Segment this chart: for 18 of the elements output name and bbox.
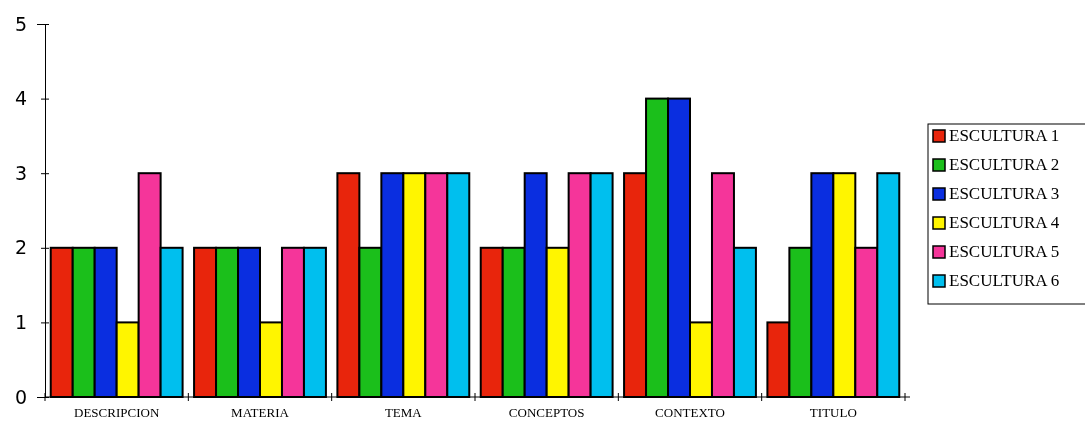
y-tick-label: 4: [14, 87, 27, 110]
x-tick-label: TITULO: [809, 404, 857, 420]
legend-label: ESCULTURA 3: [949, 184, 1060, 203]
x-tick-label: TEMA: [384, 404, 423, 420]
legend-label: ESCULTURA 6: [949, 271, 1060, 290]
x-tick-label: CONTEXTO: [655, 404, 725, 420]
legend-label: ESCULTURA 1: [949, 126, 1060, 145]
legend-label: ESCULTURA 5: [949, 242, 1060, 261]
legend-label: ESCULTURA 4: [949, 213, 1060, 232]
x-tick-label: MATERIA: [231, 404, 290, 420]
legend-label: ESCULTURA 2: [949, 155, 1060, 174]
y-tick-label: 2: [14, 236, 27, 259]
y-tick-label: 0: [14, 385, 27, 408]
y-tick-label: 1: [14, 310, 27, 333]
x-tick-label: CONCEPTOS: [508, 404, 585, 420]
x-tick-label: DESCRIPCION: [74, 404, 160, 420]
y-tick-label: 5: [14, 12, 27, 35]
y-tick-label: 3: [14, 161, 27, 184]
